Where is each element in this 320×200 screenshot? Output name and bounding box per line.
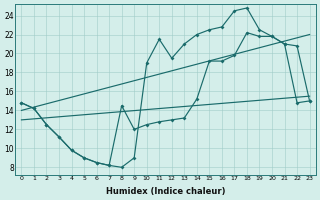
X-axis label: Humidex (Indice chaleur): Humidex (Indice chaleur): [106, 187, 225, 196]
